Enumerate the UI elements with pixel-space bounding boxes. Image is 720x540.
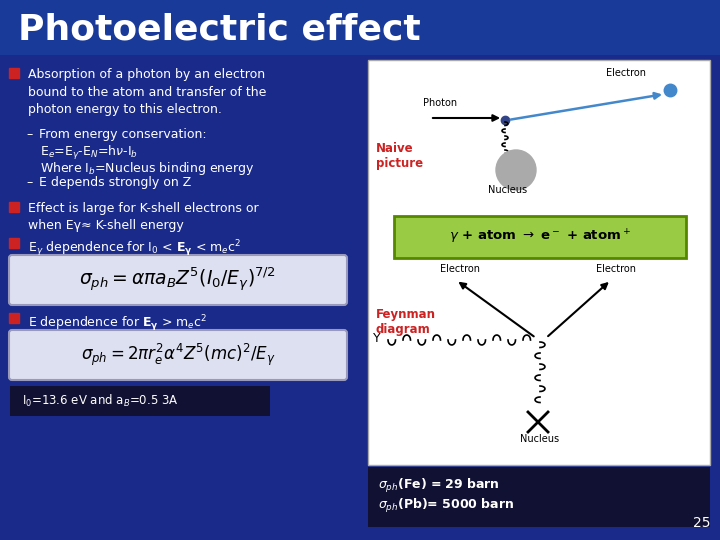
Text: Feynman
diagram: Feynman diagram <box>376 308 436 336</box>
FancyBboxPatch shape <box>368 467 710 527</box>
Text: $\sigma_{ph} = 2\pi r_e^2 \alpha^4 Z^5 \left(mc\right)^2 / E_\gamma$: $\sigma_{ph} = 2\pi r_e^2 \alpha^4 Z^5 \… <box>81 342 275 368</box>
Text: –: – <box>26 176 32 189</box>
Text: Nucleus: Nucleus <box>488 185 527 195</box>
Text: Electron: Electron <box>596 264 636 274</box>
FancyBboxPatch shape <box>394 216 686 258</box>
Circle shape <box>496 150 536 190</box>
FancyBboxPatch shape <box>0 0 720 55</box>
Text: Where I$_b$=Nucleus binding energy: Where I$_b$=Nucleus binding energy <box>40 160 255 177</box>
Text: Y: Y <box>373 332 381 345</box>
FancyBboxPatch shape <box>10 386 270 416</box>
Text: Electron: Electron <box>606 68 646 78</box>
FancyBboxPatch shape <box>9 255 347 305</box>
FancyBboxPatch shape <box>9 330 347 380</box>
Text: E depends strongly on Z: E depends strongly on Z <box>39 176 192 189</box>
Text: Absorption of a photon by an electron
bound to the atom and transfer of the
phot: Absorption of a photon by an electron bo… <box>28 68 266 116</box>
Text: $\sigma_{ph} = \alpha\pi a_B Z^5 \left(I_0 / E_\gamma\right)^{7/2}$: $\sigma_{ph} = \alpha\pi a_B Z^5 \left(I… <box>79 266 276 294</box>
Text: Electron: Electron <box>440 264 480 274</box>
Text: From energy conservation:: From energy conservation: <box>39 128 207 141</box>
Text: $\gamma$ + atom $\rightarrow$ e$^-$ + atom$^+$: $\gamma$ + atom $\rightarrow$ e$^-$ + at… <box>449 228 631 246</box>
Text: I$_0$=13.6 eV and a$_B$=0.5 3A: I$_0$=13.6 eV and a$_B$=0.5 3A <box>22 393 179 409</box>
Text: 25: 25 <box>693 516 710 530</box>
Text: $\sigma_{ph}$(Fe) = 29 barn: $\sigma_{ph}$(Fe) = 29 barn <box>378 477 500 495</box>
Text: Photoelectric effect: Photoelectric effect <box>18 13 420 47</box>
Text: Photon: Photon <box>423 98 457 108</box>
Text: Naive
picture: Naive picture <box>376 142 423 170</box>
Text: E$_\gamma$ dependence for I$_0$ < $\mathbf{E_\gamma}$ < m$_e$c$^2$: E$_\gamma$ dependence for I$_0$ < $\math… <box>28 238 241 259</box>
Text: –: – <box>26 128 32 141</box>
FancyBboxPatch shape <box>368 60 710 465</box>
Text: Nucleus: Nucleus <box>520 434 559 444</box>
Text: Effect is large for K-shell electrons or
when Eγ≈ K-shell energy: Effect is large for K-shell electrons or… <box>28 202 258 233</box>
Text: E$_e$=E$_\gamma$-E$_N$=h$\nu$-I$_b$: E$_e$=E$_\gamma$-E$_N$=h$\nu$-I$_b$ <box>40 144 138 162</box>
Text: $\sigma_{ph}$(Pb)= 5000 barn: $\sigma_{ph}$(Pb)= 5000 barn <box>378 497 514 515</box>
Text: E dependence for $\mathbf{E_\gamma}$ > m$_e$c$^2$: E dependence for $\mathbf{E_\gamma}$ > m… <box>28 313 207 334</box>
